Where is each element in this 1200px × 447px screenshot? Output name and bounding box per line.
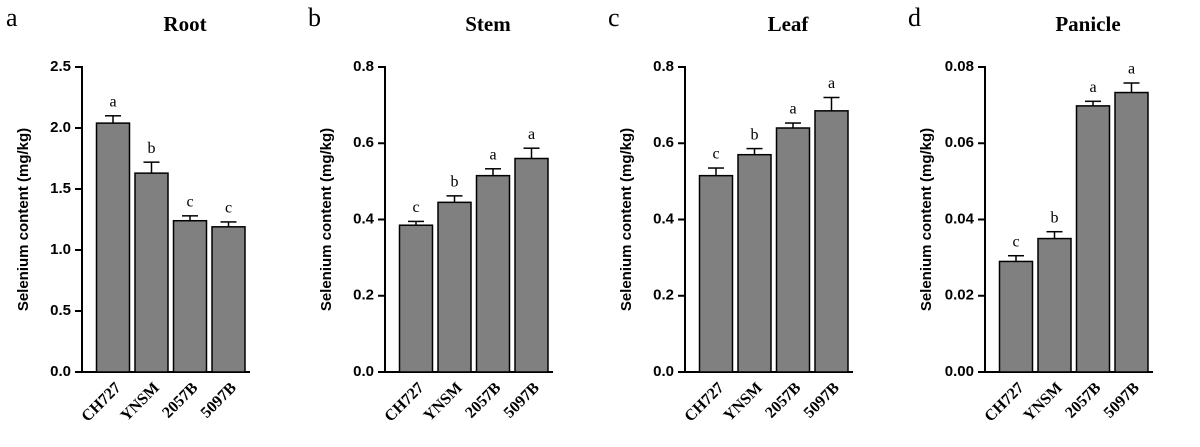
panel-label: a	[6, 3, 18, 32]
y-tick-label: 0.8	[653, 58, 674, 75]
x-tick-label: YNSM	[421, 379, 466, 424]
y-tick-label: 0.04	[945, 210, 975, 227]
x-tick-label: 5097B	[801, 379, 843, 421]
x-tick-label: 5097B	[198, 379, 240, 421]
y-tick-label: 0.8	[353, 58, 374, 75]
bar	[775, 127, 811, 373]
x-tick-label: 5097B	[1101, 379, 1143, 421]
y-axis-label: Selenium content (mg/kg)	[918, 128, 935, 311]
significance-letter: a	[109, 93, 116, 110]
y-tick-label: 0.0	[50, 363, 71, 380]
x-tick-label: YNSM	[118, 379, 163, 424]
y-tick-label: 2.0	[50, 119, 71, 136]
y-tick-label: 0.6	[653, 134, 674, 151]
panel-label: b	[308, 3, 321, 32]
x-tick-label: CH727	[981, 379, 1027, 425]
significance-letter: c	[186, 194, 193, 211]
y-tick-label: 0.0	[653, 363, 674, 380]
y-tick-label: 1.5	[50, 180, 71, 197]
bar	[814, 110, 849, 373]
y-tick-label: 0.00	[945, 363, 974, 380]
significance-letter: b	[1051, 209, 1059, 226]
bar	[698, 174, 734, 373]
bar	[437, 201, 472, 373]
bar	[475, 174, 511, 373]
significance-letter: b	[751, 126, 759, 143]
bar	[514, 157, 549, 373]
x-tick-label: 2057B	[1062, 379, 1104, 421]
y-tick-label: 2.5	[50, 58, 71, 75]
significance-letter: c	[412, 199, 419, 216]
significance-letter: a	[789, 101, 796, 118]
y-tick-label: 1.0	[50, 241, 71, 258]
bar	[1075, 105, 1111, 373]
chart-title: Panicle	[1055, 12, 1120, 36]
y-tick-label: 0.4	[653, 210, 675, 227]
bar	[95, 122, 131, 373]
x-tick-label: CH727	[78, 379, 124, 425]
chart-title: Stem	[465, 12, 511, 36]
panel-label: d	[908, 3, 921, 32]
chart-title: Leaf	[768, 12, 810, 36]
bar	[737, 153, 772, 373]
x-tick-label: 2057B	[762, 379, 804, 421]
chart-title: Root	[163, 12, 206, 36]
y-tick-label: 0.2	[653, 287, 674, 304]
bar	[134, 172, 169, 373]
bar	[398, 224, 434, 373]
x-tick-label: YNSM	[1021, 379, 1066, 424]
y-tick-label: 0.08	[945, 58, 974, 75]
x-tick-label: CH727	[681, 379, 727, 425]
significance-letter: b	[148, 140, 156, 157]
bar	[998, 260, 1034, 373]
y-tick-label: 0.0	[353, 363, 374, 380]
y-tick-label: 0.06	[945, 134, 974, 151]
x-tick-label: 2057B	[462, 379, 504, 421]
x-tick-label: YNSM	[721, 379, 766, 424]
significance-letter: a	[1128, 61, 1135, 78]
y-axis-label: Selenium content (mg/kg)	[15, 128, 32, 311]
y-axis-label: Selenium content (mg/kg)	[618, 128, 635, 311]
y-tick-label: 0.02	[945, 287, 974, 304]
significance-letter: a	[1089, 79, 1096, 96]
significance-letter: c	[712, 146, 719, 163]
x-tick-label: 2057B	[159, 379, 201, 421]
bar	[172, 219, 208, 373]
y-tick-label: 0.6	[353, 134, 374, 151]
bar	[211, 226, 246, 373]
significance-letter: a	[828, 75, 835, 92]
significance-letter: a	[528, 126, 535, 143]
significance-letter: c	[1012, 233, 1019, 250]
y-tick-label: 0.5	[50, 302, 71, 319]
x-tick-label: 5097B	[501, 379, 543, 421]
y-tick-label: 0.4	[353, 210, 375, 227]
significance-letter: b	[451, 174, 459, 191]
x-tick-label: CH727	[381, 379, 427, 425]
bar	[1037, 237, 1072, 373]
bar	[1114, 91, 1149, 373]
significance-letter: c	[225, 200, 232, 217]
panel-label: c	[608, 3, 620, 32]
significance-letter: a	[489, 146, 496, 163]
y-axis-label: Selenium content (mg/kg)	[318, 128, 335, 311]
y-tick-label: 0.2	[353, 287, 374, 304]
